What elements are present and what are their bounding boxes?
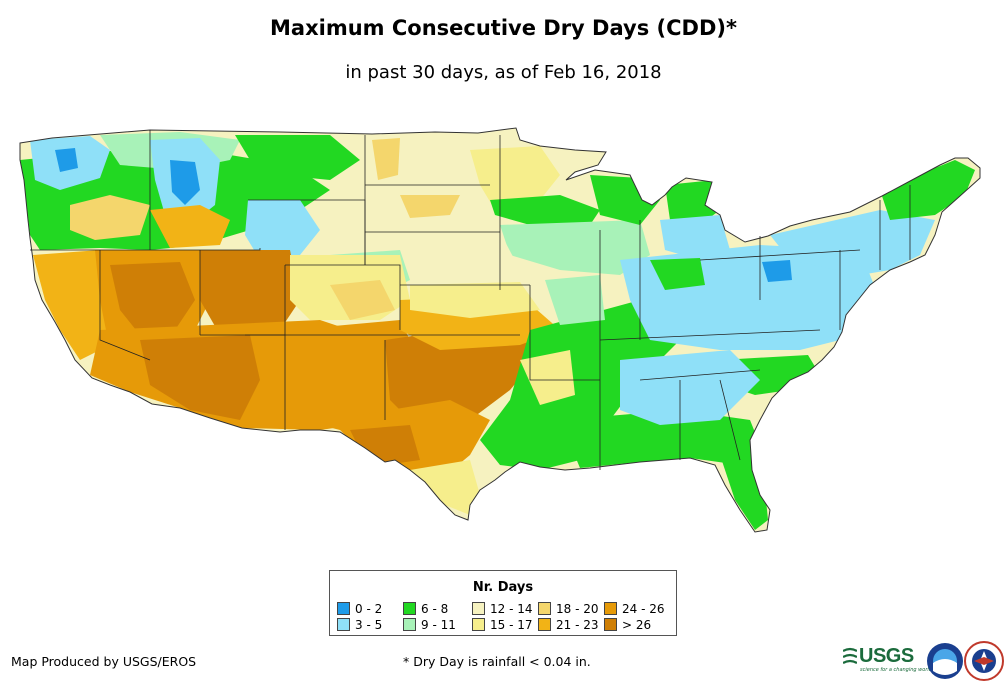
region-mi-green: [665, 180, 720, 225]
region-nm-tx-gt26: [385, 320, 535, 430]
legend-item-9: > 26: [604, 618, 651, 632]
legend-item-4: 12 - 14: [472, 602, 533, 616]
credit-text: Map Produced by USGS/EROS: [11, 654, 197, 669]
region-mo-lightgreen: [545, 275, 605, 325]
state-borders: [30, 130, 911, 470]
map-subtitle: in past 30 days, as of Feb 16, 2018: [345, 62, 662, 83]
region-nd-dryspot: [372, 138, 400, 180]
region-texas-gt26: [350, 425, 420, 465]
region-nebraska-light: [380, 232, 520, 290]
footnote-text: * Dry Day is rainfall < 0.04 in.: [403, 654, 591, 669]
region-northeast-cyan: [770, 210, 935, 275]
legend-swatch-6-8: [403, 602, 416, 615]
region-nw-blue: [55, 148, 78, 172]
legend-swatch-3-5: [337, 618, 350, 631]
legend-item-5: 15 - 17: [472, 618, 533, 632]
region-sd-dryband: [400, 195, 460, 218]
region-mn-green: [490, 195, 600, 225]
region-wyoming-cyan: [245, 200, 320, 260]
region-tenn-cyan: [620, 350, 760, 425]
legend-swatch-0-2: [337, 602, 350, 615]
region-nevada-gt26: [110, 262, 195, 335]
legend: Nr. Days 0 - 2 3 - 5 6 - 8 9 - 11 12 - 1…: [329, 570, 677, 636]
region-kansas-yellow: [410, 282, 540, 318]
legend-item-0: 0 - 2: [337, 602, 382, 616]
noaa-logo-icon: [927, 643, 963, 679]
usgs-wave-icon: [843, 647, 857, 664]
region-idaho-blue: [170, 160, 200, 205]
legend-swatch-15-17: [472, 618, 485, 631]
region-ark-yellow: [520, 350, 575, 405]
region-colorado-dryband: [330, 280, 395, 320]
region-upper-midwest-light: [500, 220, 650, 275]
cdd-map: [19, 127, 981, 533]
legend-item-6: 18 - 20: [538, 602, 599, 616]
region-utah-gt26: [200, 250, 300, 335]
region-arizona-gt26: [140, 335, 260, 420]
region-idaho-dryband: [150, 205, 230, 248]
region-montana-green: [235, 135, 360, 180]
legend-swatch-12-14: [472, 602, 485, 615]
region-south-texas-yellow: [410, 460, 480, 515]
region-dakotas-yellow: [470, 146, 560, 210]
legend-item-2: 6 - 8: [403, 602, 448, 616]
legend-title: Nr. Days: [472, 580, 534, 595]
legend-swatch-9-11: [403, 618, 416, 631]
legend-item-3: 9 - 11: [403, 618, 456, 632]
legend-swatch-21-23: [538, 618, 551, 631]
legend-swatch-24-26: [604, 602, 617, 615]
legend-item-7: 21 - 23: [538, 618, 599, 632]
region-florida-green: [720, 452, 768, 530]
legend-swatch-18-20: [538, 602, 551, 615]
cdd-color-regions: [20, 128, 980, 532]
region-michigan-cyan: [660, 215, 730, 260]
region-ohio-green: [650, 258, 705, 290]
region-gulf-green: [560, 410, 760, 468]
region-oregon-dryband: [70, 195, 150, 240]
region-pa-blue: [762, 260, 792, 282]
legend-item-1: 3 - 5: [337, 618, 382, 632]
region-new-england-green: [880, 160, 975, 220]
legend-item-8: 24 - 26: [604, 602, 665, 616]
nws-logo-icon: [964, 641, 1004, 681]
legend-swatch-gt-26: [604, 618, 617, 631]
map-title: Maximum Consecutive Dry Days (CDD)*: [270, 16, 737, 40]
